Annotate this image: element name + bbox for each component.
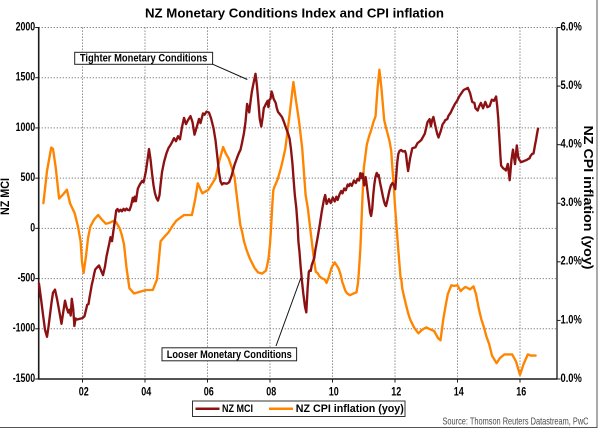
svg-text:NZ Monetary Conditions Index a: NZ Monetary Conditions Index and CPI inf… — [145, 6, 444, 21]
svg-text:500: 500 — [21, 170, 36, 184]
svg-text:14: 14 — [454, 387, 464, 399]
svg-text:12: 12 — [391, 387, 401, 399]
svg-text:NZ MCI: NZ MCI — [0, 178, 12, 215]
svg-text:16: 16 — [516, 387, 526, 399]
svg-text:04: 04 — [141, 387, 151, 399]
svg-text:2000: 2000 — [16, 19, 36, 33]
svg-text:02: 02 — [79, 387, 89, 399]
svg-text:4.0%: 4.0% — [561, 137, 583, 151]
svg-text:5.0%: 5.0% — [561, 78, 583, 92]
svg-text:3.0%: 3.0% — [561, 195, 583, 209]
svg-text:1.0%: 1.0% — [561, 312, 583, 326]
svg-text:Looser Monetary Conditions: Looser Monetary Conditions — [167, 349, 292, 361]
svg-text:Source: Thomson Reuters Datast: Source: Thomson Reuters Datastream, PwC — [443, 417, 589, 428]
svg-text:-1000: -1000 — [13, 321, 36, 335]
svg-text:1000: 1000 — [16, 120, 36, 134]
svg-text:Tighter Monetary Conditions: Tighter Monetary Conditions — [80, 53, 208, 65]
svg-text:1500: 1500 — [16, 70, 36, 84]
svg-text:0: 0 — [30, 220, 35, 234]
svg-text:-500: -500 — [18, 271, 36, 285]
svg-text:NZ MCI: NZ MCI — [222, 403, 253, 415]
svg-text:-1500: -1500 — [13, 371, 36, 385]
svg-text:10: 10 — [329, 387, 339, 399]
svg-text:08: 08 — [266, 387, 276, 399]
svg-text:6.0%: 6.0% — [561, 19, 583, 33]
svg-text:2.0%: 2.0% — [561, 254, 583, 268]
svg-text:0.0%: 0.0% — [561, 371, 583, 385]
svg-text:06: 06 — [204, 387, 214, 399]
svg-text:NZ CPI inflation (yoy): NZ CPI inflation (yoy) — [581, 126, 596, 270]
svg-text:NZ CPI inflation (yoy): NZ CPI inflation (yoy) — [296, 403, 404, 415]
